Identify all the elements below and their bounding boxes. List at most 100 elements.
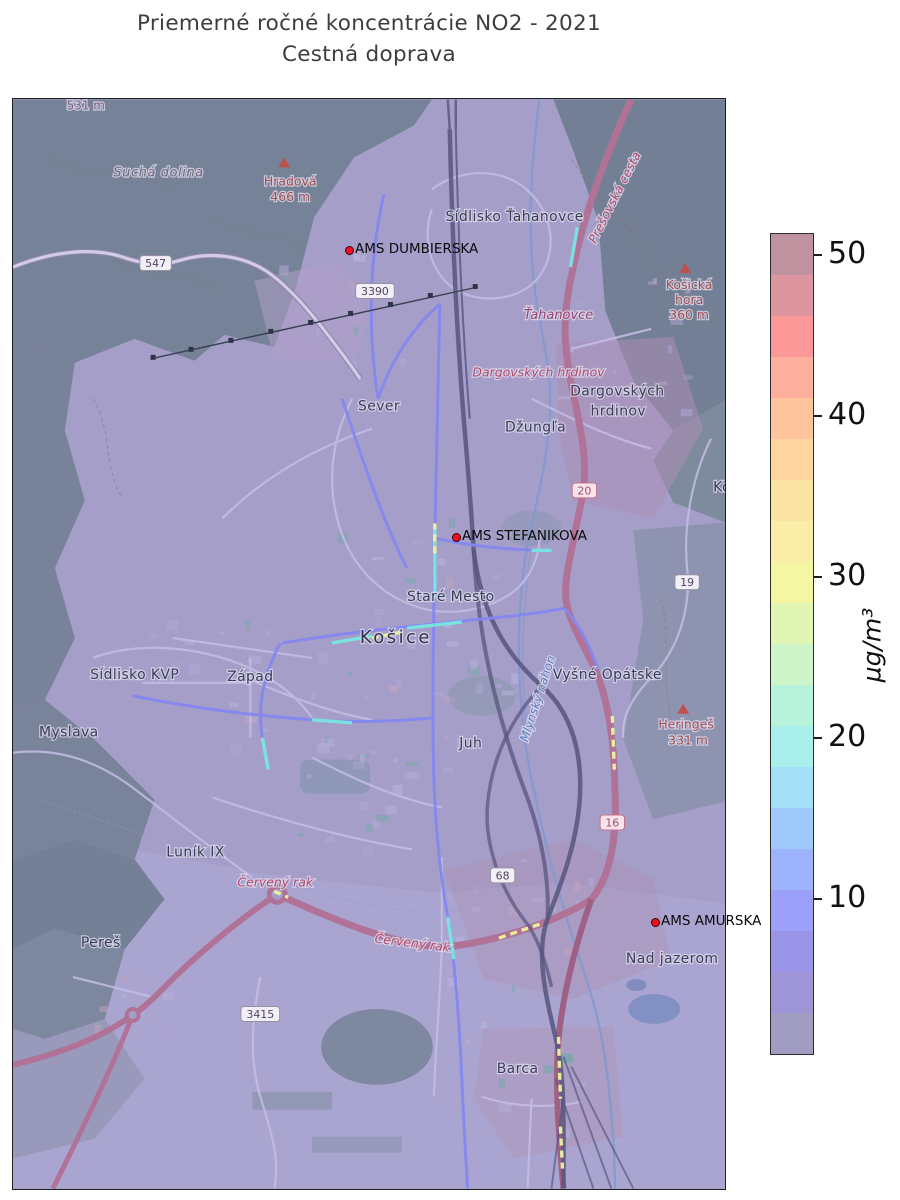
- colorbar-segment: [771, 521, 813, 562]
- road-shield-label: 3390: [361, 285, 389, 298]
- building-block: [445, 578, 454, 589]
- colorbar-tick: [814, 737, 822, 740]
- building-block: [498, 1103, 512, 1113]
- building-block: [470, 1036, 474, 1043]
- map-label: hrdinov: [591, 404, 646, 420]
- building-block: [495, 683, 503, 688]
- road-shield-label: 20: [577, 484, 591, 497]
- building-block: [374, 609, 385, 616]
- road-shield-box: [674, 574, 700, 591]
- highway-presovska: [561, 99, 635, 902]
- building-block: [444, 697, 455, 709]
- building-block: [144, 979, 149, 989]
- figure-title: Priemerné ročné koncentrácie NO2 - 2021 …: [12, 8, 726, 70]
- building-block: [311, 690, 316, 700]
- road-shield: 3415: [240, 1005, 281, 1022]
- building-block: [532, 897, 545, 902]
- colorbar-segment: [771, 439, 813, 480]
- colorbar-tick: [814, 897, 822, 900]
- building-block: [631, 894, 644, 905]
- building-block: [445, 798, 455, 808]
- building-block: [501, 532, 513, 537]
- building-block: [510, 673, 519, 684]
- park-area: [321, 1008, 433, 1085]
- mill-stream: [522, 550, 532, 740]
- building-block: [560, 1054, 574, 1064]
- building-block: [472, 525, 480, 530]
- station-label: AMS STEFANIKOVA: [462, 528, 588, 544]
- no2-tint-overlay: [13, 99, 725, 1189]
- map-label: 466 m: [270, 189, 310, 204]
- building-block: [567, 984, 580, 994]
- building-block: [317, 742, 330, 754]
- colorbar-tick-label: 20: [828, 719, 867, 755]
- building-block: [511, 986, 516, 993]
- building-block: [347, 672, 353, 677]
- building-block: [508, 905, 520, 916]
- map-label: Červený rak: [237, 874, 313, 889]
- building-block: [564, 947, 575, 956]
- road-shield-label: 19: [680, 576, 694, 589]
- station-dot-icon: [344, 245, 354, 255]
- railway-track: [454, 129, 471, 419]
- map-label: Myslava: [39, 725, 99, 741]
- map-label: Košická: [666, 277, 713, 292]
- colorbar-segment: [771, 849, 813, 890]
- building-block: [659, 381, 668, 386]
- pylon-icon: [308, 319, 314, 325]
- building-block: [123, 993, 127, 997]
- station-dot-icon: [451, 532, 461, 542]
- building-block: [683, 375, 693, 380]
- figure-title-line1: Priemerné ročné koncentrácie NO2 - 2021: [137, 11, 601, 36]
- building-block: [558, 396, 570, 400]
- building-block: [166, 619, 179, 631]
- road-shield: 19: [674, 574, 700, 591]
- road-shield-box: [139, 255, 172, 272]
- building-block: [667, 344, 673, 354]
- colorbar-segment: [771, 808, 813, 849]
- building-block: [121, 975, 130, 982]
- map-svg: 547 3390 20 19 16 68 3415 531 m Suchá dolina Hra…: [13, 99, 725, 1189]
- road-shield-label: 16: [605, 816, 619, 829]
- building-block: [456, 936, 464, 941]
- pylon-icon: [228, 337, 234, 343]
- building-block: [393, 758, 398, 763]
- station-label: AMS DUMBIERSKA: [355, 241, 479, 257]
- pylon-icon: [387, 301, 393, 307]
- building-block: [684, 289, 691, 294]
- park-area: [252, 1091, 333, 1110]
- map-label: Juh: [458, 736, 482, 752]
- building-block: [403, 772, 417, 779]
- colorbar: [770, 233, 814, 1055]
- map-label: Barca: [497, 1061, 539, 1077]
- building-block: [352, 250, 361, 261]
- no2-road-overlay-layer: [132, 193, 617, 1189]
- road-shield: 16: [599, 814, 625, 831]
- building-block: [297, 275, 303, 284]
- building-block: [172, 660, 181, 672]
- building-block: [99, 1006, 108, 1013]
- building-block: [613, 370, 617, 375]
- parks-layer: [252, 510, 562, 1153]
- building-block: [162, 1028, 173, 1035]
- building-block: [652, 277, 658, 284]
- building-block: [498, 1078, 506, 1089]
- building-block: [467, 665, 480, 676]
- map-label: Sever: [358, 399, 400, 415]
- park-area: [312, 1136, 402, 1153]
- colorbar-tick-label: 10: [828, 879, 867, 915]
- building-block: [446, 863, 451, 870]
- building-block: [411, 539, 425, 546]
- building-block: [347, 753, 352, 761]
- highway-east-west: [275, 891, 594, 950]
- map-label: Luník IX: [166, 844, 225, 860]
- pond: [626, 979, 647, 992]
- colorbar-segment: [771, 357, 813, 398]
- building-block: [520, 1062, 528, 1072]
- building-block: [324, 738, 329, 745]
- building-block: [553, 902, 557, 912]
- colorbar-segment: [771, 890, 813, 931]
- building-block: [325, 836, 335, 843]
- pylon-icon: [150, 354, 156, 360]
- railway-track: [446, 99, 458, 130]
